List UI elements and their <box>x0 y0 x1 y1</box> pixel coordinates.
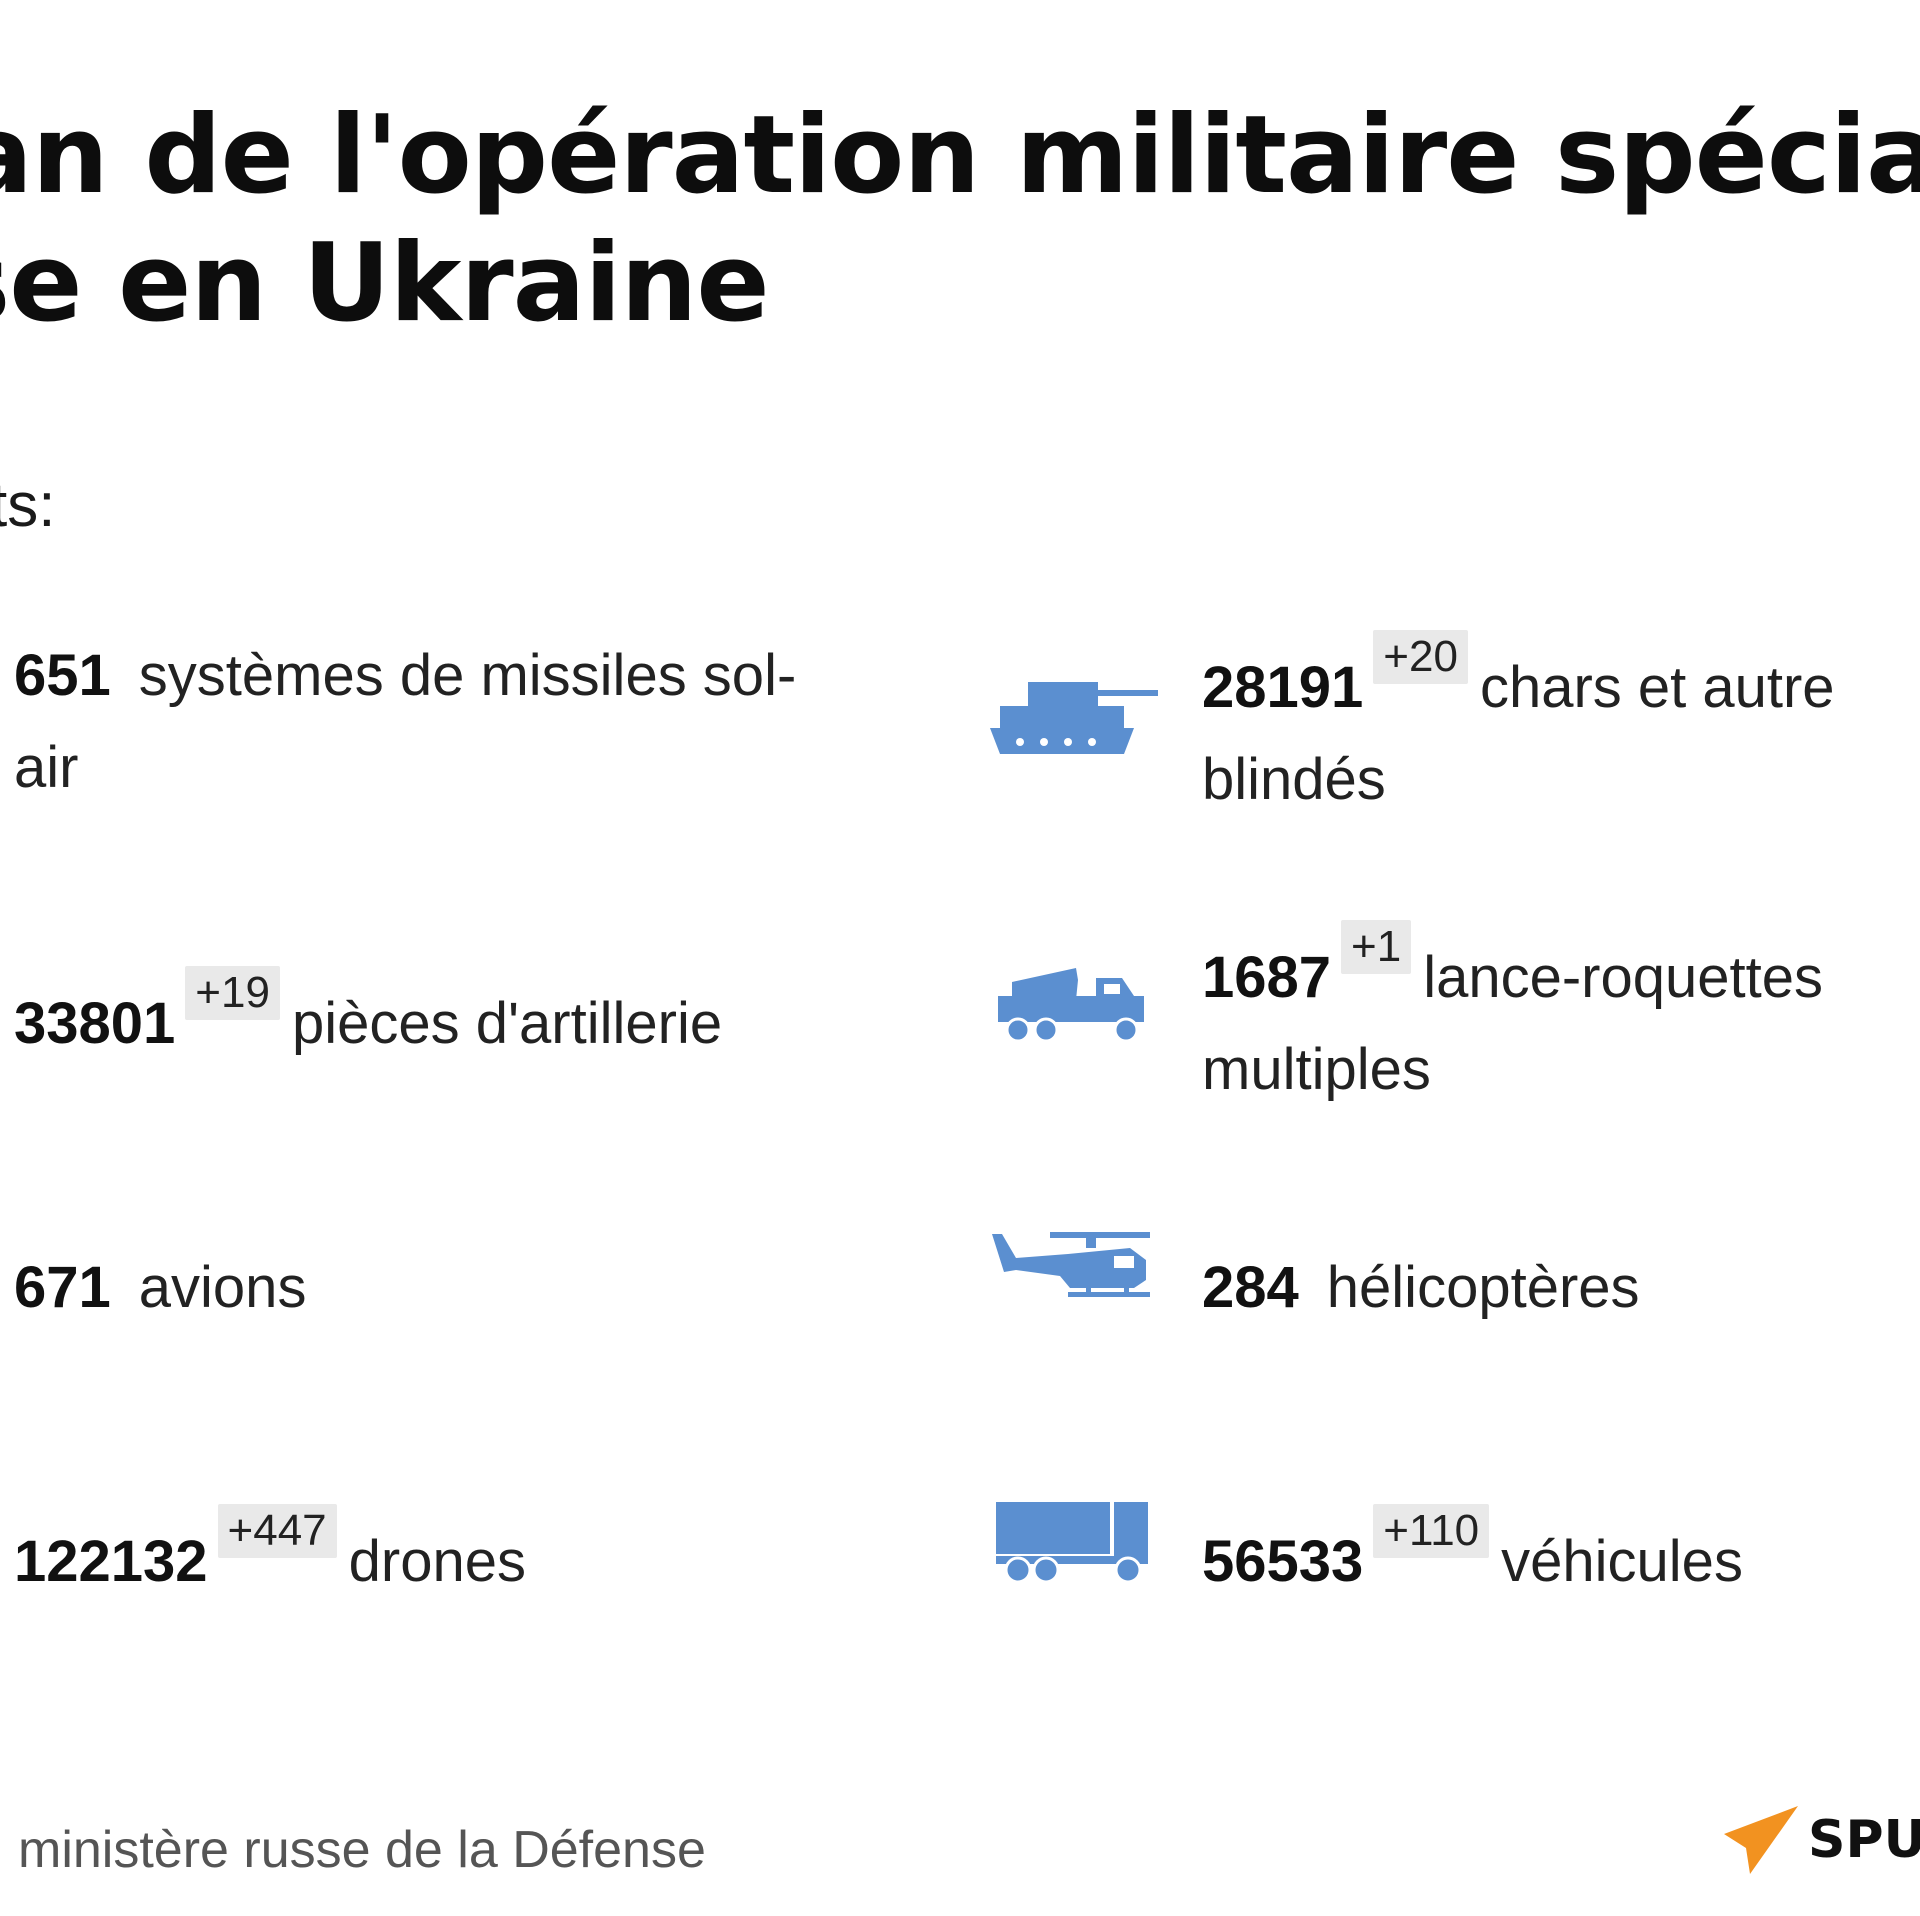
stat-label: drones <box>348 1529 526 1594</box>
stat-planes: 671 avions <box>14 1242 306 1334</box>
logo-text: SPU <box>1808 1810 1920 1870</box>
stat-value: 122132 <box>14 1529 208 1594</box>
rocket-launcher-icon <box>992 966 1152 1046</box>
stat-value: 1687 <box>1202 945 1332 1010</box>
stat-label: chars et autre <box>1479 655 1835 720</box>
stat-helicopters: 284 hélicoptères <box>1202 1242 1640 1334</box>
logo-star-icon <box>1724 1806 1798 1874</box>
stat-value: 33801 <box>14 991 176 1056</box>
stat-label: lance-roquettes <box>1423 945 1824 1010</box>
stat-label: avions <box>138 1255 307 1320</box>
stat-delta-badge: +20 <box>1373 630 1468 684</box>
stat-value: 28191 <box>1202 655 1364 720</box>
stat-label: pièces d'artillerie <box>291 991 723 1056</box>
tank-icon <box>988 678 1158 762</box>
stat-label: véhicules <box>1501 1529 1743 1594</box>
stat-value: 671 <box>14 1255 111 1320</box>
stat-value: 284 <box>1202 1255 1299 1320</box>
subtitle: ts: <box>0 471 56 540</box>
title-line-1: an de l'opération militaire spécia <box>0 93 1920 218</box>
truck-icon <box>994 1500 1154 1586</box>
stat-delta-badge: +19 <box>185 966 280 1020</box>
sputnik-logo: SPU <box>1720 1800 1920 1880</box>
stat-delta-badge: +447 <box>217 1504 337 1558</box>
stat-drones: 122132 +447 drones <box>14 1504 526 1608</box>
source-credit: ministère russe de la Défense <box>18 1821 706 1879</box>
stat-value: 56533 <box>1202 1529 1364 1594</box>
stat-delta-badge: +110 <box>1373 1504 1490 1558</box>
stat-tanks: 28191 +20 chars et autre blindés <box>1202 630 1835 826</box>
stat-label-continued: air <box>14 735 79 800</box>
stat-delta-badge: +1 <box>1341 920 1412 974</box>
stat-mlrs: 1687 +1 lance-roquettes multiples <box>1202 920 1823 1116</box>
stat-label-continued: multiples <box>1202 1037 1431 1102</box>
helicopter-icon <box>990 1230 1152 1304</box>
stat-label-continued: blindés <box>1202 747 1386 812</box>
stat-label: systèmes de missiles sol- <box>138 643 797 708</box>
stat-value: 651 <box>14 643 111 708</box>
stat-artillery: 33801 +19 pièces d'artillerie <box>14 966 722 1070</box>
title-line-2: se en Ukraine <box>0 221 770 346</box>
stat-vehicles: 56533 +110 véhicules <box>1202 1504 1743 1608</box>
page-title: an de l'opération militaire spécia se en… <box>0 92 1920 348</box>
stat-missiles: 651 systèmes de missiles sol- air <box>14 630 796 814</box>
stat-label: hélicoptères <box>1326 1255 1640 1320</box>
